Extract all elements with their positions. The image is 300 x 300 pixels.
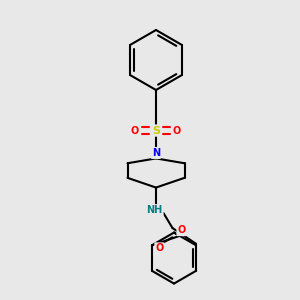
Text: O: O xyxy=(155,243,164,253)
Text: O: O xyxy=(131,125,139,136)
Text: O: O xyxy=(173,125,181,136)
Text: O: O xyxy=(177,225,186,235)
Text: NH: NH xyxy=(146,205,163,215)
Text: N: N xyxy=(152,148,160,158)
Text: S: S xyxy=(152,125,160,136)
